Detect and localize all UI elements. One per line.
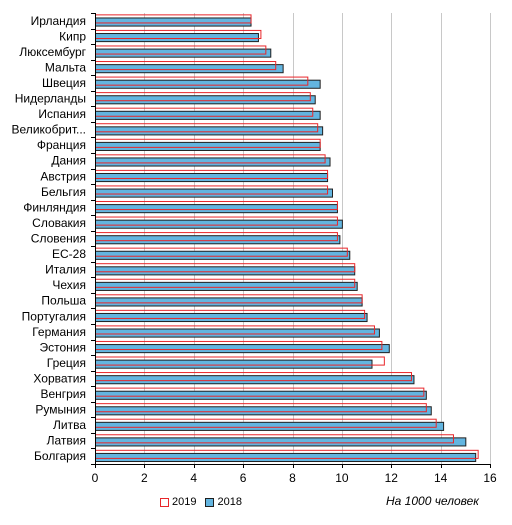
axes <box>91 13 491 468</box>
category-label-13: Словакия <box>32 216 86 230</box>
bar-2018-14 <box>95 235 341 245</box>
legend-item-2019: 2019 <box>160 496 196 508</box>
bar-2018-2 <box>95 48 272 58</box>
category-label-26: Литва <box>53 418 86 432</box>
category-label-20: Германия <box>32 325 86 339</box>
legend-swatch-2019 <box>160 497 169 507</box>
x-tick-label-5: 10 <box>335 471 349 485</box>
category-label-22: Греция <box>47 356 86 370</box>
bar-2018-16 <box>95 266 356 276</box>
bar-2018-24 <box>95 390 427 400</box>
legend-item-2018: 2018 <box>205 496 242 508</box>
category-label-28: Болгария <box>34 449 86 463</box>
category-label-19: Португалия <box>22 309 86 323</box>
bars <box>95 14 479 463</box>
bar-2018-1 <box>95 33 259 43</box>
bar-2018-26 <box>95 421 445 431</box>
bar-2018-5 <box>95 95 316 105</box>
bar-2018-17 <box>95 281 358 291</box>
bar-2018-20 <box>95 328 380 338</box>
category-label-3: Мальта <box>45 60 86 74</box>
legend: 2019 2018 <box>160 496 251 508</box>
category-label-16: Италия <box>45 263 86 277</box>
category-label-24: Венгрия <box>40 387 86 401</box>
bar-2018-28 <box>95 452 477 463</box>
bar-2018-27 <box>95 437 467 447</box>
bar-2018-10 <box>95 172 329 183</box>
category-label-7: Великобрит... <box>12 123 86 137</box>
category-label-8: Франция <box>37 138 86 152</box>
category-label-17: Чехия <box>52 278 86 292</box>
category-label-25: Румыния <box>35 403 86 417</box>
bar-2018-22 <box>95 359 373 369</box>
category-label-1: Кипр <box>59 29 86 43</box>
category-label-15: ЕС-28 <box>52 247 86 261</box>
category-label-5: Нидерланды <box>15 92 86 106</box>
category-label-0: Ирландия <box>31 14 86 28</box>
bar-2018-21 <box>95 344 390 354</box>
category-label-4: Швеция <box>42 76 86 90</box>
x-tick-label-8: 16 <box>483 471 497 485</box>
category-label-21: Эстония <box>40 340 87 354</box>
bar-2018-9 <box>95 157 331 167</box>
bar-2018-19 <box>95 312 368 323</box>
unit-note: На 1000 человек <box>386 494 479 508</box>
category-label-14: Словения <box>31 232 86 246</box>
bar-2018-13 <box>95 219 343 229</box>
category-label-18: Польша <box>41 294 86 308</box>
bar-2018-12 <box>95 204 338 214</box>
legend-label-2019: 2019 <box>172 496 197 508</box>
x-tick-label-3: 6 <box>240 471 247 485</box>
bar-2018-7 <box>95 126 324 136</box>
x-tick-label-1: 2 <box>141 471 148 485</box>
category-label-23: Хорватия <box>33 371 86 385</box>
bar-2018-6 <box>95 110 321 120</box>
category-label-27: Латвия <box>47 434 86 448</box>
x-tick-labels: 0 2 4 6 8 10 12 14 16 <box>92 471 497 485</box>
legend-swatch-2018 <box>205 497 215 507</box>
bar-2018-8 <box>95 141 321 151</box>
category-label-10: Австрия <box>40 169 86 183</box>
bar-2018-23 <box>95 375 415 385</box>
x-tick-label-0: 0 <box>92 471 99 485</box>
category-label-12: Финляндия <box>23 200 86 214</box>
category-label-11: Бельгия <box>41 185 86 199</box>
x-tick-label-6: 12 <box>385 471 399 485</box>
bar-2018-18 <box>95 297 363 307</box>
category-label-2: Люксембург <box>19 45 86 59</box>
x-tick-label-4: 8 <box>289 471 296 485</box>
bar-2018-3 <box>95 64 284 74</box>
legend-label-2018: 2018 <box>217 496 242 508</box>
x-tick-label-7: 14 <box>434 471 448 485</box>
bar-2018-4 <box>95 79 321 89</box>
x-tick-label-2: 4 <box>190 471 197 485</box>
bar-2018-11 <box>95 188 333 198</box>
bar-2018-25 <box>95 406 432 416</box>
bar-2018-0 <box>95 17 252 27</box>
category-label-6: Испания <box>38 107 86 121</box>
category-label-9: Дания <box>51 154 86 168</box>
bar-2018-15 <box>95 250 351 260</box>
